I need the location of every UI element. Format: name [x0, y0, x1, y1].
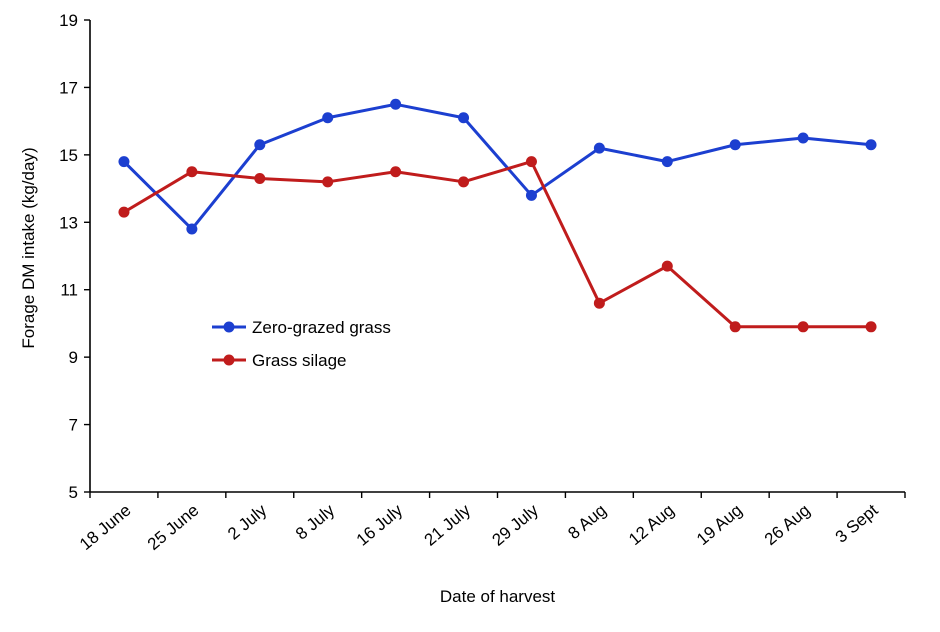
- y-tick-label: 9: [69, 348, 78, 367]
- x-tick-label: 29 July: [489, 500, 543, 549]
- x-tick-label: 8 Aug: [564, 501, 610, 544]
- legend-item-zero-grazed-grass: Zero-grazed grass: [212, 318, 391, 337]
- x-axis-title: Date of harvest: [440, 587, 556, 606]
- data-point-zero-grazed-grass: [797, 132, 809, 144]
- series-line-grass-silage: [122, 160, 873, 329]
- x-tick-label: 26 Aug: [761, 501, 814, 550]
- data-point-grass-silage: [525, 156, 537, 168]
- x-tick-label: 25 June: [144, 501, 203, 554]
- data-point-grass-silage: [186, 166, 198, 178]
- y-tick-label: 11: [60, 281, 78, 300]
- y-tick-label: 19: [59, 11, 78, 30]
- data-point-zero-grazed-grass: [525, 189, 537, 201]
- data-point-zero-grazed-grass: [729, 139, 741, 151]
- x-tick-label: 18 June: [76, 501, 135, 554]
- x-axis-ticks: 18 June 25 June 2 July 8 July 16 July 21 July…: [76, 492, 906, 554]
- y-tick-label: 5: [69, 483, 78, 502]
- x-tick-label: 19 Aug: [693, 501, 746, 550]
- legend-item-grass-silage: Grass silage: [212, 351, 346, 370]
- y-tick-label: 15: [59, 146, 78, 165]
- data-point-zero-grazed-grass: [865, 139, 877, 151]
- data-point-grass-silage: [458, 176, 470, 188]
- data-point-grass-silage: [118, 206, 130, 218]
- data-point-zero-grazed-grass: [254, 139, 266, 151]
- data-point-zero-grazed-grass: [458, 112, 470, 124]
- axes: [89, 20, 905, 493]
- data-point-grass-silage: [322, 176, 334, 188]
- x-tick-label: 16 July: [353, 500, 407, 549]
- legend-swatch-marker: [223, 354, 235, 366]
- series-layer: [118, 98, 877, 333]
- data-point-zero-grazed-grass: [118, 156, 130, 168]
- x-tick-label: 8 July: [292, 500, 339, 543]
- data-point-grass-silage: [797, 321, 809, 333]
- y-axis-title: Forage DM intake (kg/day): [19, 147, 38, 348]
- data-point-grass-silage: [729, 321, 741, 333]
- x-tick-label: 12 Aug: [625, 501, 678, 550]
- data-point-grass-silage: [865, 321, 877, 333]
- data-point-zero-grazed-grass: [322, 112, 334, 124]
- data-point-grass-silage: [390, 166, 402, 178]
- data-point-zero-grazed-grass: [593, 142, 605, 154]
- legend-label: Grass silage: [252, 351, 346, 370]
- x-tick-label: 2 July: [224, 500, 271, 543]
- y-tick-label: 7: [69, 416, 78, 435]
- data-point-zero-grazed-grass: [390, 98, 402, 110]
- x-tick-label: 3 Sept: [832, 500, 882, 546]
- data-point-grass-silage: [593, 297, 605, 309]
- data-point-zero-grazed-grass: [186, 223, 198, 235]
- data-point-zero-grazed-grass: [661, 156, 673, 168]
- data-point-grass-silage: [661, 260, 673, 272]
- y-tick-label: 17: [59, 78, 78, 97]
- data-point-grass-silage: [254, 172, 266, 184]
- series-line-zero-grazed-grass: [122, 102, 873, 231]
- legend: Zero-grazed grass Grass silage: [212, 318, 391, 370]
- legend-swatch-marker: [223, 321, 235, 333]
- y-tick-label: 13: [59, 213, 78, 232]
- x-tick-label: 21 July: [421, 500, 475, 549]
- legend-label: Zero-grazed grass: [252, 318, 391, 337]
- y-axis-ticks: 5 7 9 11 13 15 17 19: [59, 11, 90, 502]
